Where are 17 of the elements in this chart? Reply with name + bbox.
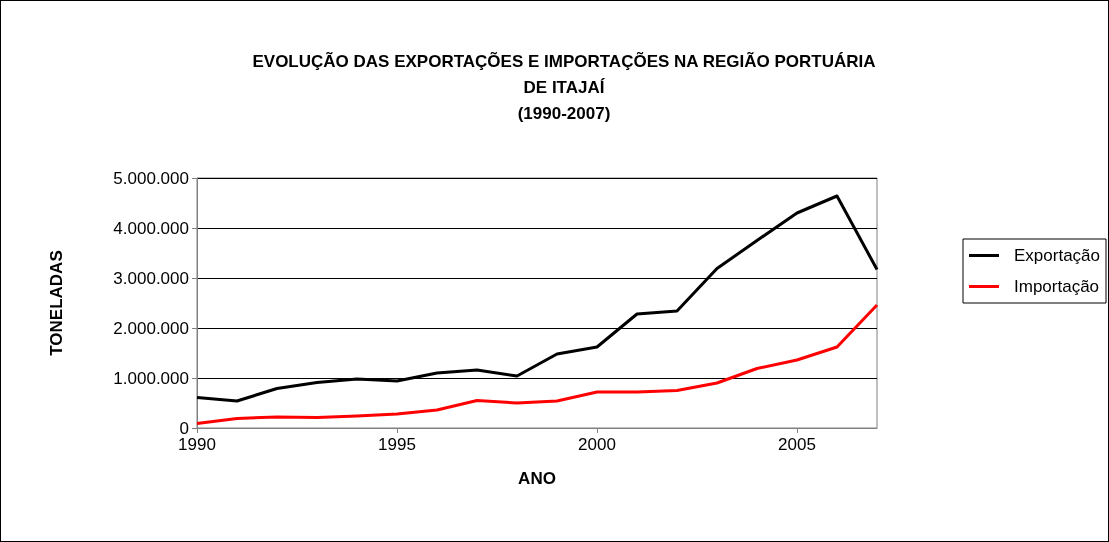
chart-title: EVOLUÇÃO DAS EXPORTAÇÕES E IMPORTAÇÕES NA REGIÃO PORTUÁRIA DE ITAJAÍ (1990-2007) — [252, 50, 876, 123]
y-tick-label: 5.000.000 — [113, 168, 189, 188]
legend-label: Exportação — [1014, 246, 1100, 265]
line-series — [195, 194, 879, 403]
x-tick-label: 1990 — [178, 435, 216, 454]
y-tick-label: 1.000.000 — [113, 368, 189, 388]
x-tick-label: 2005 — [778, 435, 816, 454]
line-series — [195, 303, 879, 425]
x-tick-label: 1995 — [378, 435, 416, 454]
y-tick-label: 2.000.000 — [113, 318, 189, 338]
y-tick-label: 4.000.000 — [113, 218, 189, 238]
y-tick-label: 0 — [179, 418, 189, 438]
y-axis-title: TONELADAS — [47, 250, 66, 356]
x-axis-title: ANO — [518, 469, 556, 488]
y-tick-label: 3.000.000 — [113, 268, 189, 288]
legend-label: Importação — [1014, 277, 1100, 296]
x-tick-label: 2000 — [578, 435, 616, 454]
